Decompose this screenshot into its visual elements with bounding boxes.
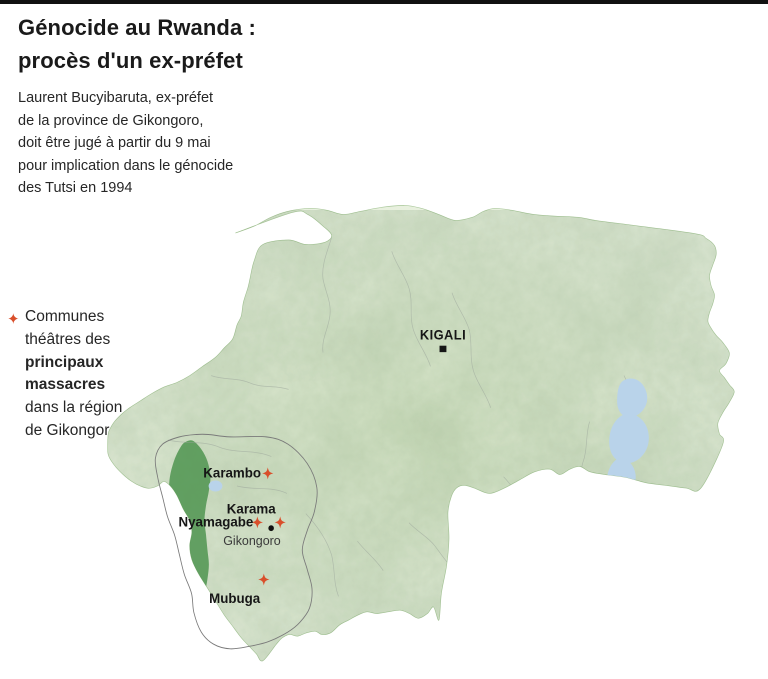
svg-text:KIGALI: KIGALI (420, 327, 466, 342)
svg-text:Mubuga: Mubuga (209, 590, 260, 605)
svg-text:Gikongoro: Gikongoro (223, 532, 281, 547)
svg-text:Karambo: Karambo (203, 465, 261, 480)
svg-text:Nyamagabe: Nyamagabe (179, 514, 254, 529)
